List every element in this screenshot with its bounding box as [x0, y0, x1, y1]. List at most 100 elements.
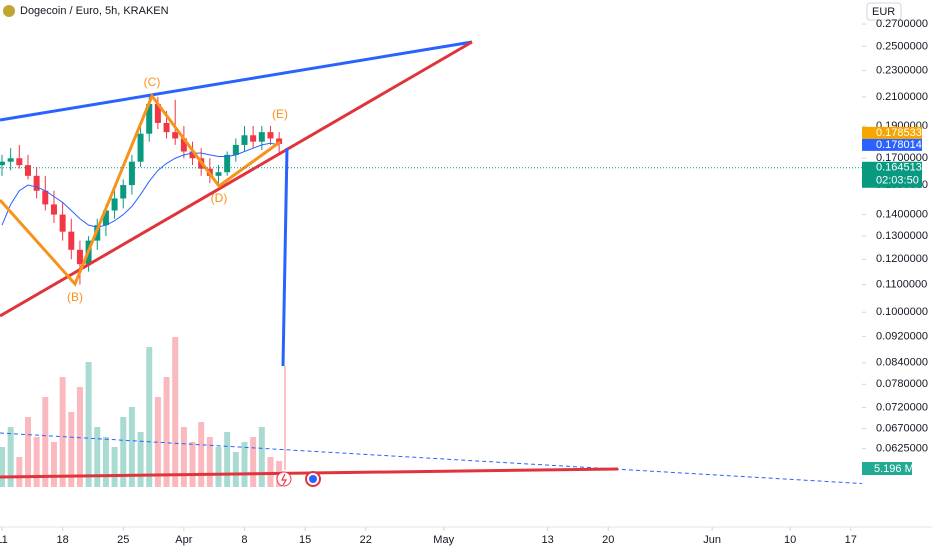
x-tick-label: 20: [602, 534, 614, 546]
y-tick-label: 0.1200000: [876, 253, 928, 265]
y-tick-label: 0.2300000: [876, 64, 928, 76]
candle-body: [224, 154, 231, 173]
volume-bar: [120, 417, 127, 487]
pattern-label: (C): [144, 75, 161, 89]
volume-bar: [50, 442, 57, 487]
volume-bar: [189, 442, 196, 487]
volume-bar: [146, 347, 153, 487]
candle-body: [189, 151, 196, 159]
candle-body: [267, 132, 274, 139]
candle-body: [33, 175, 40, 191]
candle-body: [120, 185, 127, 199]
y-tick-label: 0.2100000: [876, 91, 928, 103]
y-tick-label: 0.2700000: [876, 18, 928, 30]
candle-body: [128, 161, 135, 186]
x-tick-label: 22: [360, 534, 372, 546]
volume-bar: [68, 412, 75, 487]
y-tick-label: 0.0720000: [876, 401, 928, 413]
candle-body: [111, 198, 118, 211]
trend-upper: [0, 40, 473, 122]
volume-bar: [102, 437, 109, 487]
volume-bar: [215, 447, 222, 487]
symbol-title: Dogecoin / Euro, 5h, KRAKEN: [20, 5, 169, 17]
volume-bar: [137, 432, 144, 487]
candle-body: [154, 103, 161, 123]
volume-bar: [250, 437, 257, 487]
candle-body: [137, 133, 144, 162]
price-label-box: [862, 138, 922, 151]
trend-dashed: [0, 432, 862, 485]
candle-body: [42, 190, 49, 205]
volume-bar: [94, 427, 101, 487]
price-label: 0.1785331: [876, 127, 928, 139]
volume-bar: [128, 407, 135, 487]
volume-bar: [232, 452, 239, 487]
volume-bar: [59, 377, 66, 487]
volume-bar: [0, 447, 5, 487]
x-tick-label: 17: [845, 534, 857, 546]
candle-body: [7, 158, 14, 162]
candle-body: [68, 231, 75, 250]
y-tick-label: 0.1000000: [876, 306, 928, 318]
volume-bar: [198, 422, 205, 487]
candle-body: [24, 165, 31, 176]
event-dot: [309, 475, 317, 483]
trend-lower: [0, 40, 473, 318]
y-tick-label: 0.0670000: [876, 422, 928, 434]
currency-box[interactable]: [866, 2, 902, 21]
volume-bar: [206, 437, 213, 487]
currency: EUR: [872, 6, 895, 18]
price-label: 0.1780149: [876, 139, 928, 151]
event-bolt: [281, 473, 288, 486]
volume-bar: [76, 387, 83, 487]
symbol-icon: [3, 5, 15, 17]
x-tick-label: 25: [117, 534, 129, 546]
candle-body: [180, 138, 187, 152]
candle-body: [50, 204, 57, 215]
x-tick-label: May: [433, 534, 454, 546]
y-tick-label: 0.1700000: [876, 152, 928, 164]
y-tick-label: 0.0780000: [876, 378, 928, 390]
candle-body: [146, 103, 153, 134]
abcde-pattern: [0, 92, 281, 287]
candle-body: [232, 144, 239, 155]
price-label-box: [862, 126, 922, 139]
volume-bar: [33, 437, 40, 487]
volume-bar: [180, 427, 187, 487]
candle-body: [16, 158, 23, 166]
pattern-label: (E): [272, 107, 288, 121]
x-tick-label: 15: [299, 534, 311, 546]
x-tick-label: 8: [241, 534, 247, 546]
candle-body: [250, 135, 257, 142]
volume-label-box: [862, 462, 912, 475]
volume-bar: [111, 447, 118, 487]
x-tick-label: 11: [0, 534, 8, 546]
volume-bar: [7, 427, 14, 487]
candle-body: [241, 135, 248, 145]
candle-body: [102, 210, 109, 226]
volume-bar: [154, 397, 161, 487]
plot: [0, 94, 283, 487]
x-tick-label: Apr: [175, 534, 192, 546]
candle-body: [172, 132, 179, 139]
y-tick-label: 0.1300000: [876, 230, 928, 242]
candle-body: [76, 249, 83, 265]
volume-bar: [85, 362, 92, 487]
drawings: [0, 40, 862, 487]
y-tick-label: 0.0840000: [876, 357, 928, 369]
volume-bar: [16, 457, 23, 487]
moving-average: [1, 142, 280, 228]
volume-bar: [163, 377, 170, 487]
volume-label: 5.196 M: [874, 463, 914, 475]
y-tick-label: 0.0920000: [876, 330, 928, 342]
event-icon[interactable]: [276, 471, 292, 487]
candle-body: [163, 122, 170, 133]
countdown: 02:03:50: [876, 175, 919, 187]
y-tick-label: 0.1400000: [876, 208, 928, 220]
volume-bar: [172, 337, 179, 487]
volume-bar: [24, 417, 31, 487]
volume-bar: [42, 397, 49, 487]
candle-body: [0, 161, 5, 166]
y-tick-label: 0.1100000: [876, 278, 927, 290]
